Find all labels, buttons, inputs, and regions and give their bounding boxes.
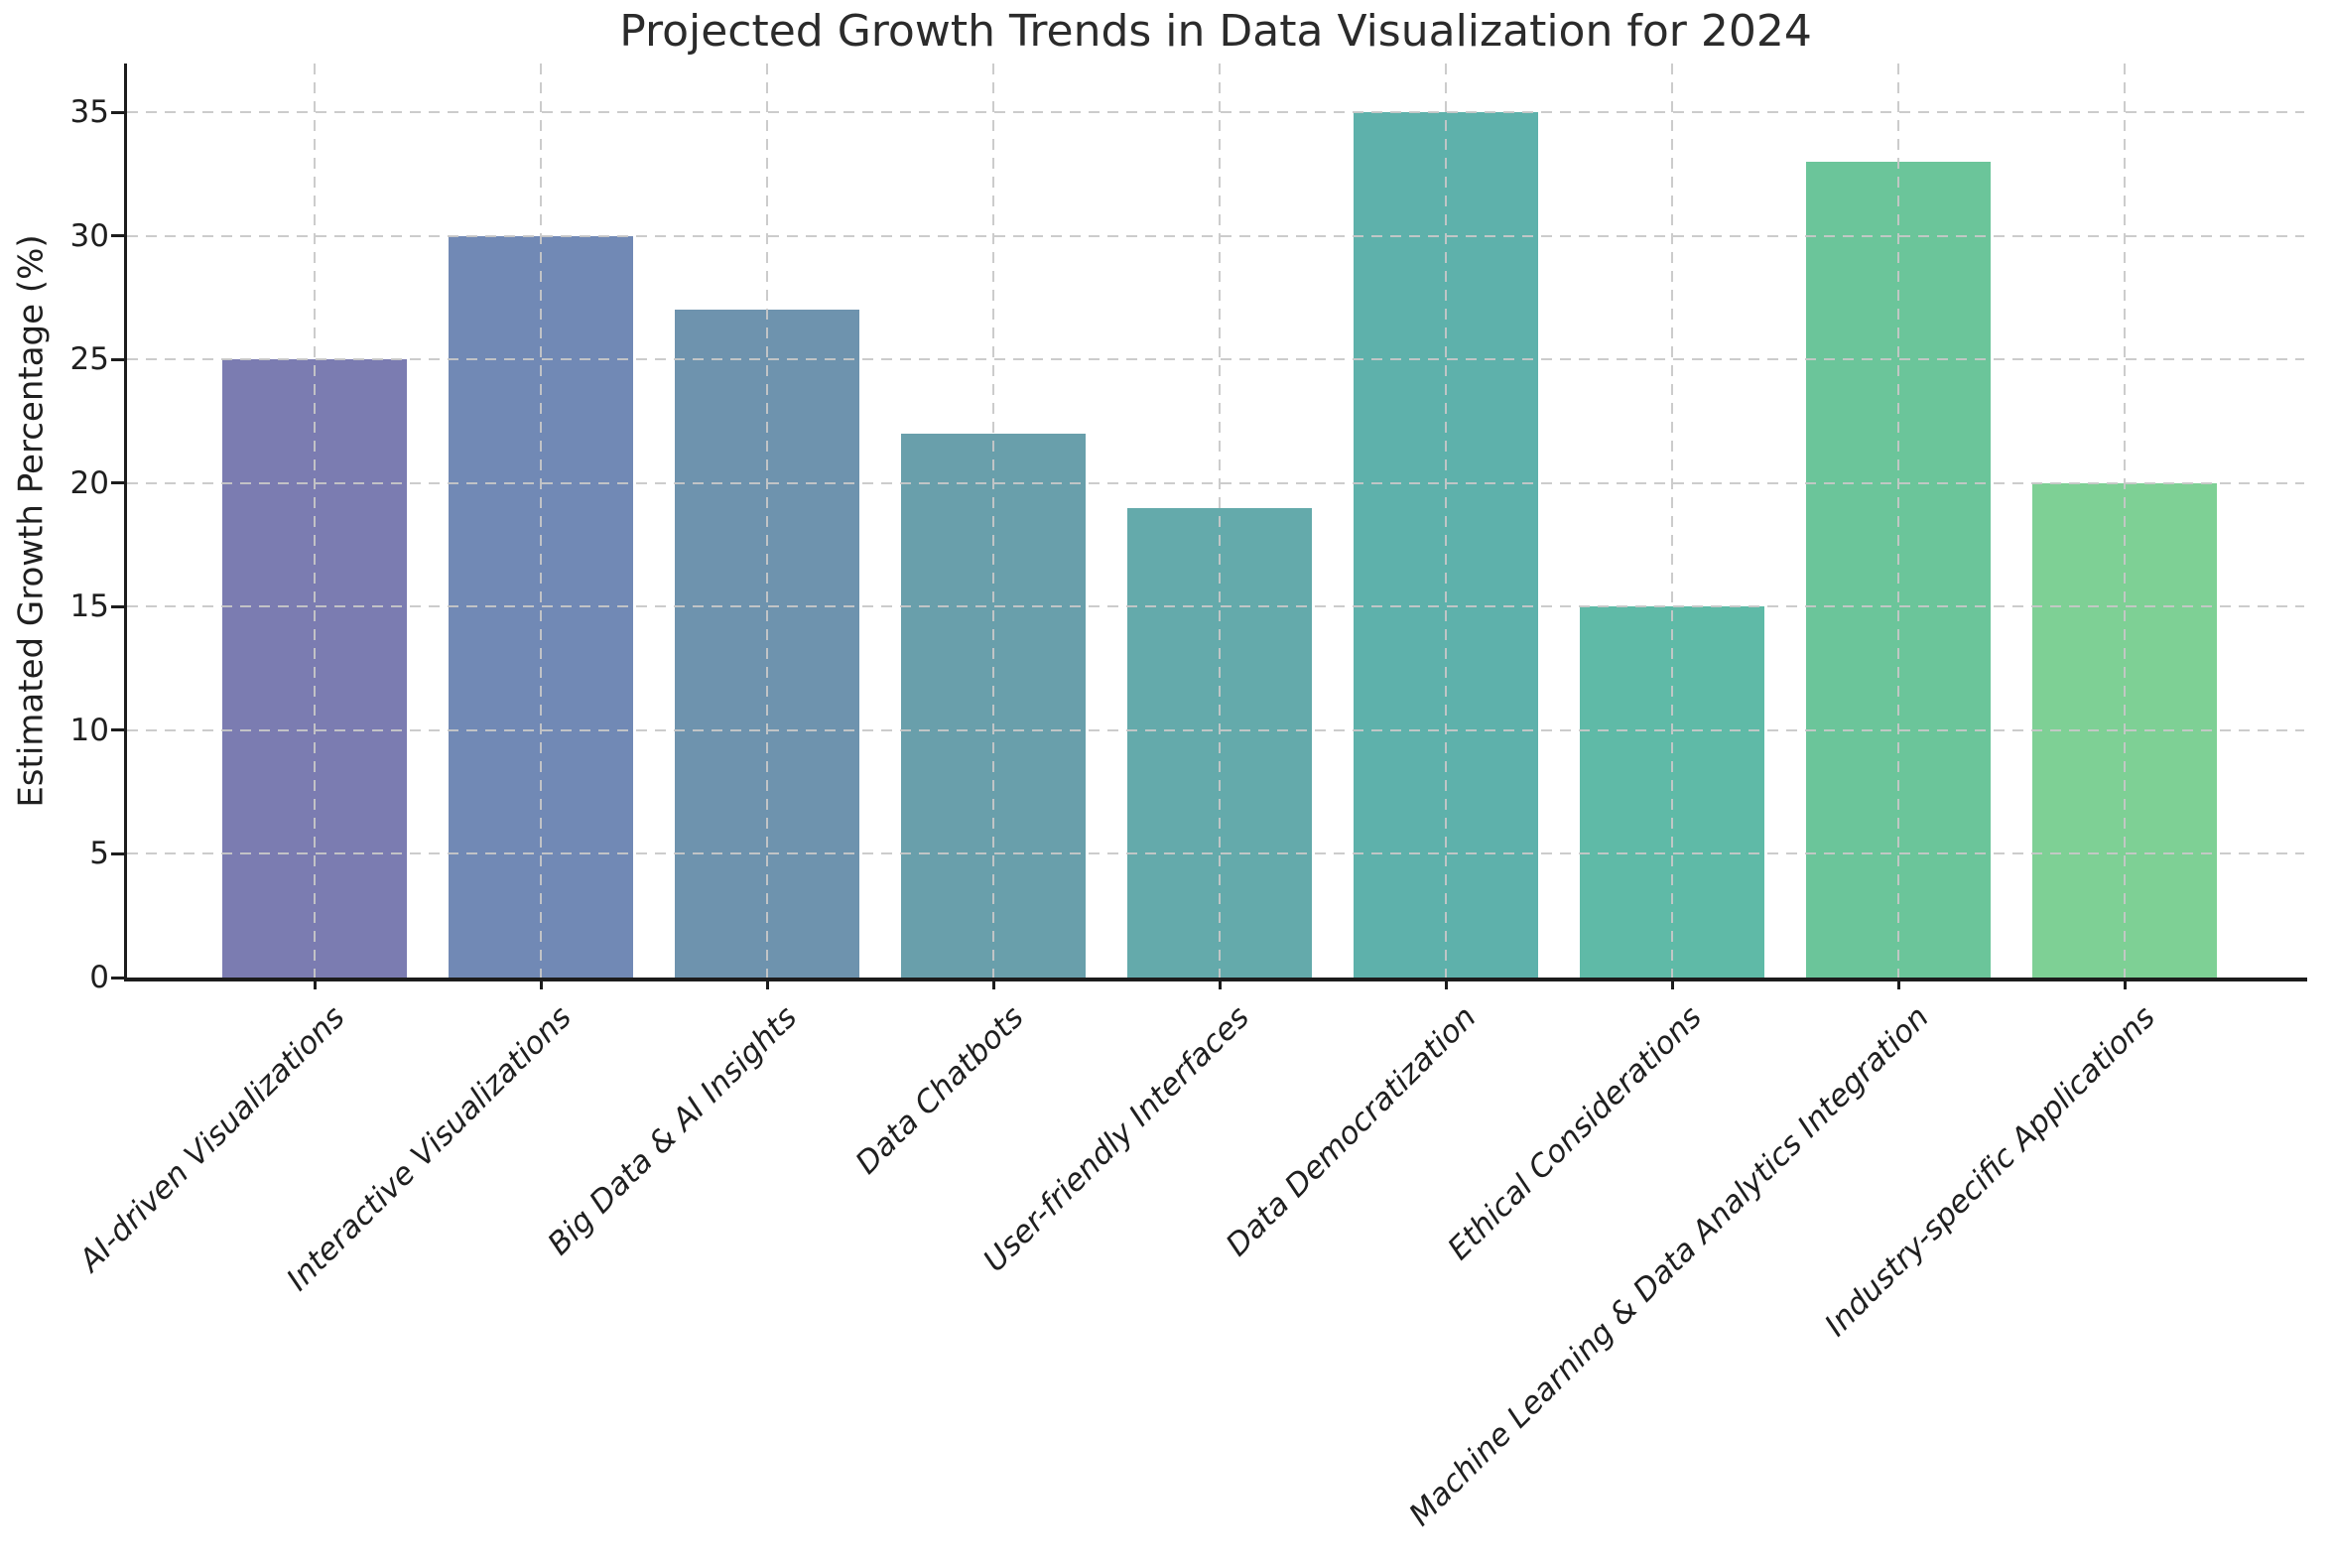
v-gridline-ethical-considerations <box>1671 64 1673 978</box>
x-tick-big-data-ai-insights <box>765 978 769 989</box>
y-tick-label-5: 5 <box>89 836 109 872</box>
x-tick-label-big-data-ai-insights: Big Data & AI Insights <box>541 999 805 1262</box>
h-gridline-30 <box>127 234 2304 237</box>
x-tick-data-chatbots <box>991 978 995 989</box>
h-gridline-10 <box>127 728 2304 731</box>
y-tick-15 <box>111 604 124 608</box>
x-tick-ai-driven-visualizations <box>313 978 317 989</box>
y-tick-label-10: 10 <box>69 712 109 748</box>
y-tick-5 <box>111 851 124 855</box>
v-gridline-user-friendly-interfaces <box>1219 64 1221 978</box>
x-tick-data-democratization <box>1444 978 1448 989</box>
x-tick-label-user-friendly-interfaces: User-friendly Interfaces <box>976 999 1257 1279</box>
h-gridline-35 <box>127 111 2304 114</box>
v-gridline-data-democratization <box>1445 64 1447 978</box>
plot-area <box>127 64 2304 978</box>
x-axis-spine <box>124 978 2307 981</box>
y-tick-label-30: 30 <box>69 217 109 254</box>
y-tick-20 <box>111 481 124 485</box>
v-gridline-big-data-ai-insights <box>766 64 768 978</box>
h-gridline-15 <box>127 605 2304 608</box>
x-tick-label-ai-driven-visualizations: AI-driven Visualizations <box>71 999 352 1279</box>
y-tick-30 <box>111 234 124 238</box>
y-tick-0 <box>111 976 124 980</box>
v-gridline-industry-specific-applications <box>2124 64 2126 978</box>
x-tick-label-data-democratization: Data Democratization <box>1219 999 1484 1264</box>
x-tick-interactive-visualizations <box>539 978 543 989</box>
x-tick-label-machine-learning-data-analytics-integration: Machine Learning & Data Analytics Integr… <box>1401 999 1936 1533</box>
chart-title: Projected Growth Trends in Data Visualiz… <box>619 6 1812 57</box>
x-tick-industry-specific-applications <box>2123 978 2127 989</box>
y-tick-label-15: 15 <box>69 588 109 625</box>
v-gridline-data-chatbots <box>992 64 994 978</box>
y-tick-label-25: 25 <box>69 341 109 378</box>
y-tick-25 <box>111 357 124 361</box>
y-tick-10 <box>111 728 124 732</box>
y-tick-label-35: 35 <box>69 94 109 131</box>
h-gridline-20 <box>127 481 2304 484</box>
x-tick-ethical-considerations <box>1670 978 1674 989</box>
y-tick-label-20: 20 <box>69 464 109 501</box>
y-axis-spine <box>124 64 127 981</box>
v-gridline-machine-learning-data-analytics-integration <box>1897 64 1899 978</box>
h-gridline-25 <box>127 358 2304 361</box>
y-tick-35 <box>111 110 124 114</box>
x-tick-label-ethical-considerations: Ethical Considerations <box>1441 999 1710 1267</box>
v-gridline-ai-driven-visualizations <box>314 64 316 978</box>
v-gridline-interactive-visualizations <box>540 64 542 978</box>
x-tick-machine-learning-data-analytics-integration <box>1896 978 1900 989</box>
h-gridline-5 <box>127 852 2304 855</box>
x-tick-user-friendly-interfaces <box>1218 978 1222 989</box>
x-tick-label-data-chatbots: Data Chatbots <box>848 999 1031 1182</box>
y-tick-label-0: 0 <box>89 960 109 995</box>
